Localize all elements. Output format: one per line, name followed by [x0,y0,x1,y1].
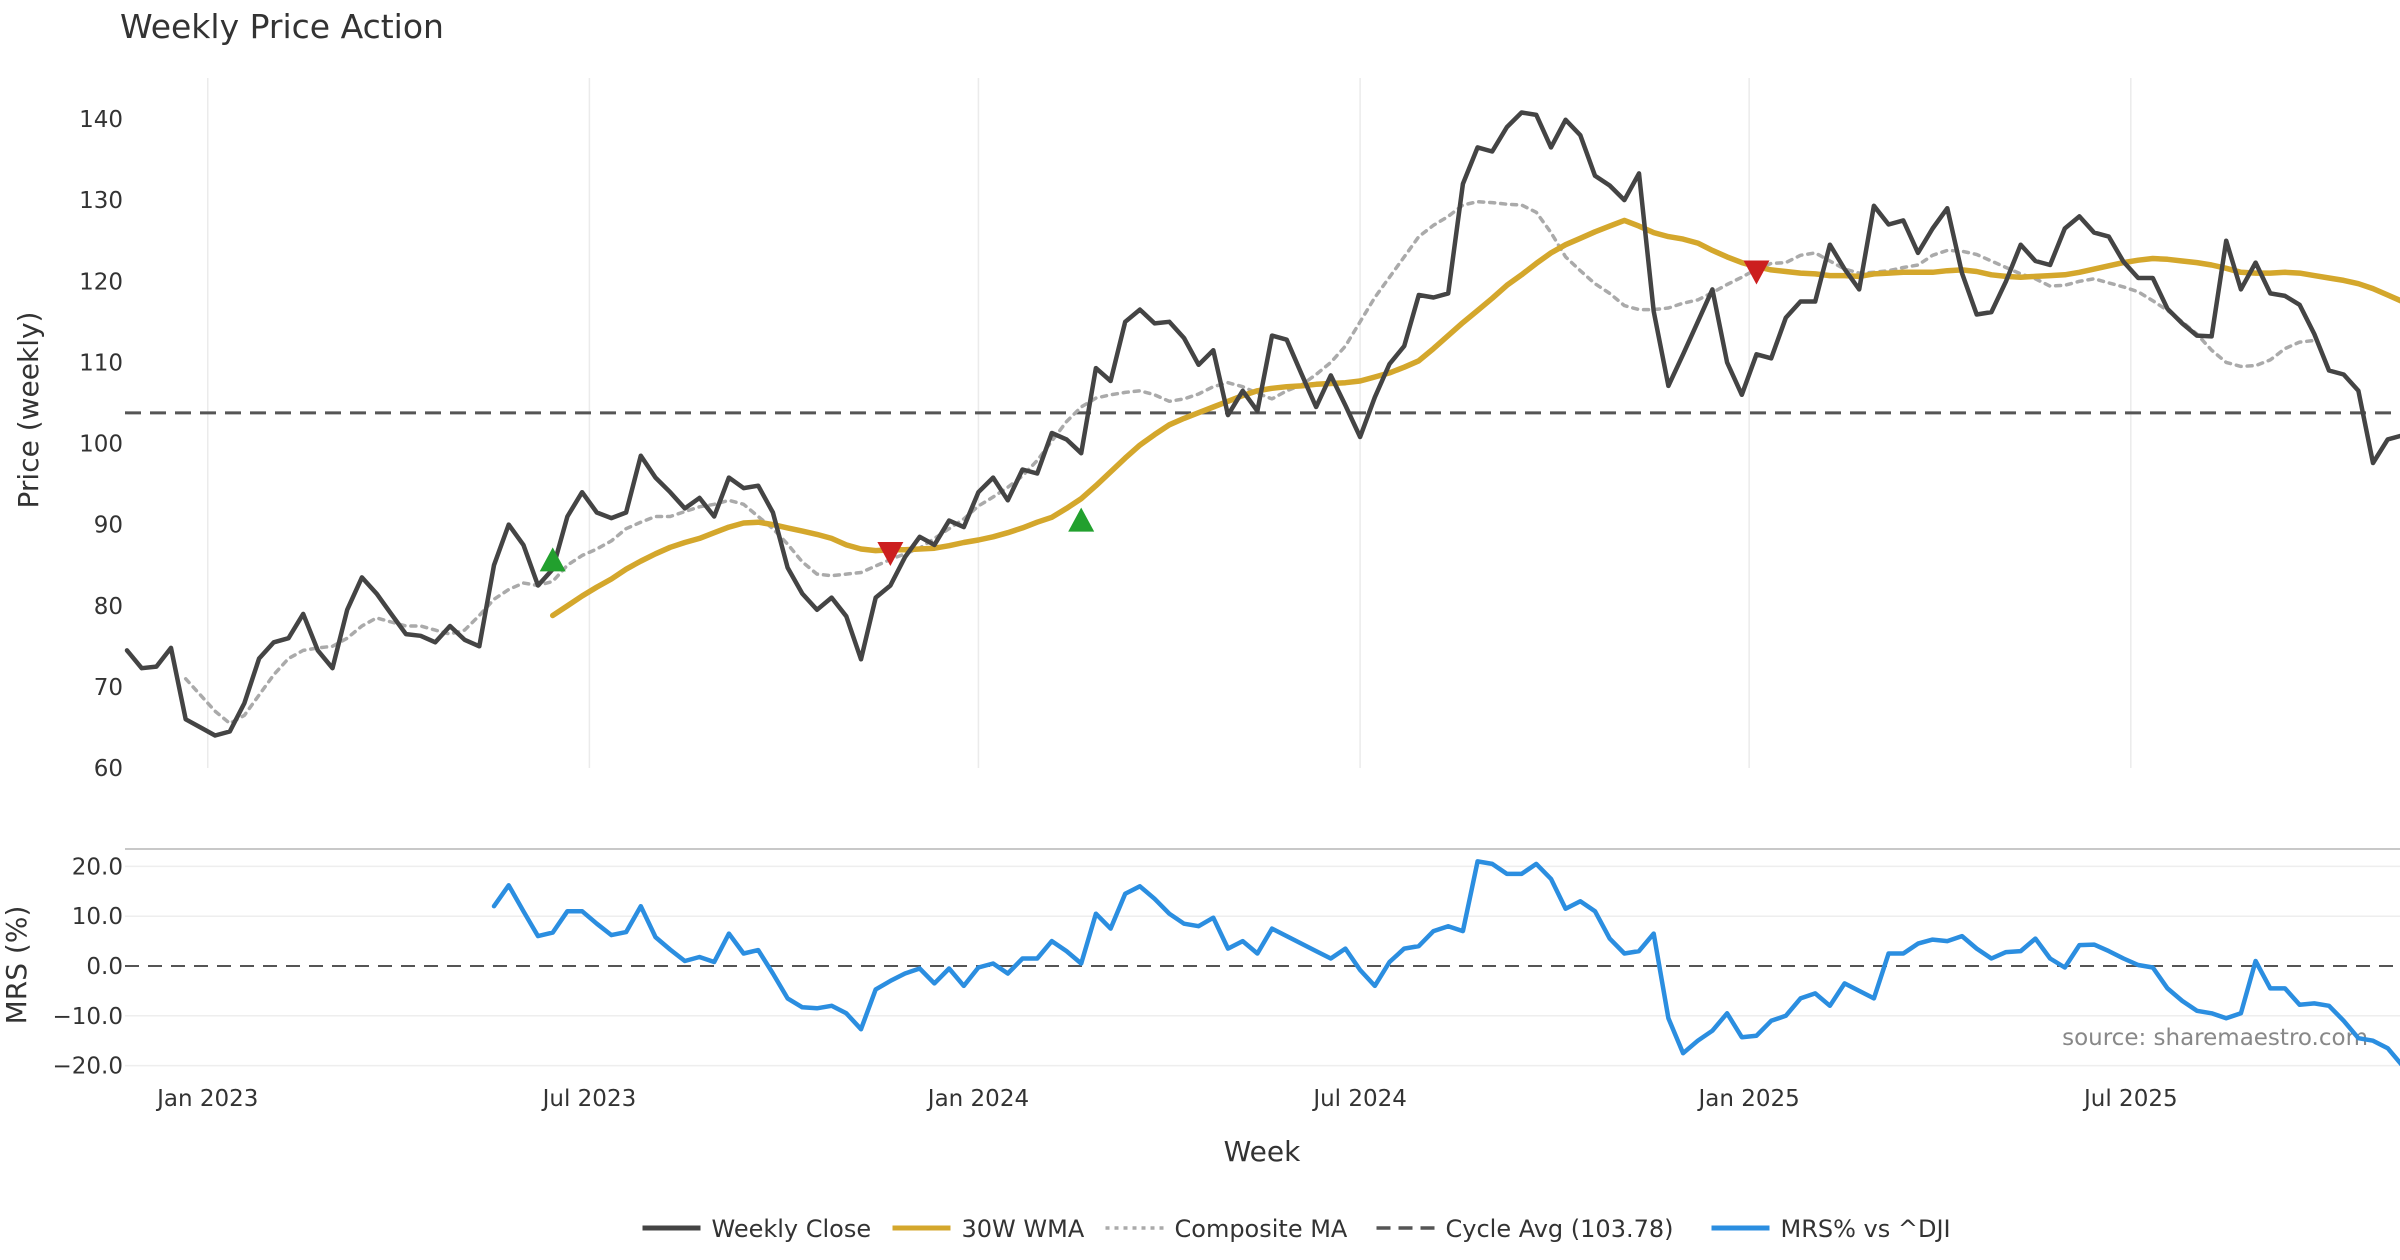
wma-30w-line [549,217,2400,619]
mrs-y-tick-label: 0.0 [86,954,123,980]
price-y-tick-label: 130 [79,188,123,214]
series-layer [124,110,2400,1067]
x-tick-label: Jul 2025 [2082,1086,2178,1112]
legend-item: 30W WMA [892,1215,1085,1243]
legend-item: MRS% vs ^DJI [1711,1215,1951,1243]
mrs-axis-title: MRS (%) [0,906,33,1025]
x-tick-label: Jan 2025 [1696,1086,1799,1112]
legend-label: 30W WMA [962,1215,1085,1243]
price-y-tick-label: 70 [94,675,123,701]
sell-signal-marker [1743,260,1770,285]
sell-signal-marker [877,541,904,567]
legend-label: Cycle Avg (103.78) [1446,1215,1674,1243]
legend-label: Composite MA [1175,1215,1348,1243]
source-note: source: sharemaestro.com [2062,1025,2368,1051]
grid-layer [125,78,2400,1067]
legend-item: Weekly Close [642,1215,872,1243]
label-layer: 60 70 80 90 100 110 120 130 140 −20.0 −10.0 0.0 10.0… [53,107,2178,1112]
price-y-tick-label: 80 [94,594,123,620]
price-y-tick-label: 120 [79,269,123,295]
mrs-y-tick-label: 10.0 [72,904,123,930]
legend-item: Composite MA [1105,1215,1348,1243]
x-tick-label: Jan 2023 [155,1086,258,1112]
weekly-close-line [124,110,2400,738]
price-y-tick-label: 110 [79,350,123,376]
mrs-y-tick-label: 20.0 [72,854,123,880]
buy-signal-marker [539,547,566,572]
x-axis-title: Week [1224,1135,1301,1168]
legend: Weekly Close 30W WMA Composite MA Cycle Avg… [642,1215,1951,1243]
composite-ma-line [183,199,2317,726]
price-y-tick-label: 90 [94,513,123,539]
price-y-tick-label: 140 [79,107,123,133]
x-tick-label: Jul 2024 [1311,1086,1407,1112]
mrs-y-tick-label: −20.0 [53,1054,123,1080]
price-y-tick-label: 60 [94,756,123,782]
mrs-line [491,859,2400,1067]
legend-label: MRS% vs ^DJI [1781,1215,1951,1243]
legend-item: Cycle Avg (103.78) [1376,1215,1674,1243]
legend-label: Weekly Close [712,1215,872,1243]
x-tick-label: Jul 2023 [541,1086,637,1112]
buy-signal-marker [1068,507,1095,532]
mrs-y-tick-label: −10.0 [53,1004,123,1030]
price-axis-title: Price (weekly) [12,312,45,509]
chart-title: Weekly Price Action [120,7,444,46]
x-tick-label: Jan 2024 [926,1086,1029,1112]
price-y-tick-label: 100 [79,432,123,458]
